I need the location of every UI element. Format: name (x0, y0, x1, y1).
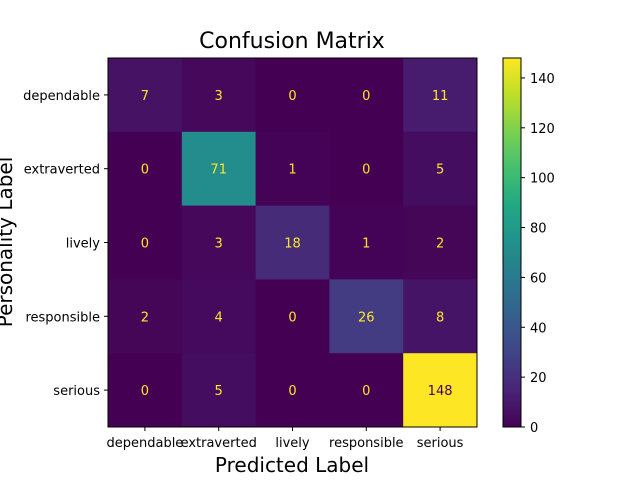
heatmap-cells (108, 58, 478, 428)
colorbar-tick-label: 0 (530, 421, 538, 436)
cell-value-label: 2 (436, 237, 444, 252)
y-tick-label: extraverted (24, 163, 100, 178)
colorbar (502, 57, 522, 428)
heatmap-cell (403, 279, 478, 354)
y-tick-label: serious (53, 384, 100, 399)
colorbar-tick-label: 80 (530, 222, 547, 237)
cell-value-label: 0 (362, 89, 370, 104)
heatmap-cell (255, 131, 330, 207)
heatmap-cell (329, 205, 404, 280)
x-axis-label: Predicted Label (215, 453, 369, 477)
heatmap-cell (403, 58, 478, 133)
cell-value-label: 0 (141, 384, 149, 399)
cell-value-label: 11 (432, 89, 449, 104)
heatmap-cell (403, 131, 478, 207)
heatmap-cell-labels: 7 3 0 0 110 71 1 0 50 3 18 1 22 4 0 26 80 5 0 0 148 (141, 89, 453, 399)
cell-value-label: 7 (141, 89, 149, 104)
x-tick-label: dependable (106, 436, 183, 451)
heatmap-cell (181, 279, 257, 354)
heatmap-cell (108, 58, 183, 133)
heatmap-cell (255, 205, 330, 280)
heatmap-cell (255, 58, 330, 133)
heatmap-cell (108, 353, 183, 428)
heatmap-cell (181, 353, 257, 428)
cell-value-label: 0 (141, 163, 149, 178)
cell-value-label: 0 (288, 310, 296, 325)
heatmap-cell (329, 131, 404, 207)
heatmap-cell (329, 353, 404, 428)
y-axis-label: Personality Label (0, 157, 17, 328)
heatmap-cell (403, 205, 478, 280)
colorbar-tick-label: 40 (530, 321, 547, 336)
cell-value-label: 148 (428, 384, 453, 399)
chart-title: Confusion Matrix (199, 29, 385, 54)
colorbar-tick-label: 120 (530, 122, 555, 137)
cell-value-label: 0 (288, 89, 296, 104)
heatmap-cell (181, 205, 257, 280)
cell-value-label: 18 (284, 237, 301, 252)
colorbar-tick-label: 20 (530, 371, 547, 386)
colorbar-tick-label: 100 (530, 172, 555, 187)
cell-value-label: 0 (362, 163, 370, 178)
colorbar-tick-label: 60 (530, 271, 547, 286)
cell-value-label: 3 (215, 237, 223, 252)
cell-value-label: 0 (288, 384, 296, 399)
x-tick-label: responsible (329, 436, 404, 451)
y-tick-label: dependable (23, 89, 100, 104)
colorbar-tick-label: 140 (530, 72, 555, 87)
heatmap-cell (181, 131, 257, 207)
colorbar-ticks: 0 20 40 60 80 100 120 140 (521, 72, 555, 436)
cell-value-label: 26 (358, 310, 375, 325)
x-tick-label: serious (417, 436, 464, 451)
heatmap-cell (329, 58, 404, 133)
x-tick-label: extraverted (181, 436, 257, 451)
heatmap-cell (329, 279, 404, 354)
cell-value-label: 1 (362, 237, 370, 252)
heatmap-cell (108, 279, 183, 354)
heatmap-cell (181, 58, 257, 133)
cell-value-label: 2 (141, 310, 149, 325)
cell-value-label: 5 (215, 384, 223, 399)
heatmap-cell (403, 353, 478, 428)
y-axis-ticks: dependable extraverted lively responsible se… (23, 89, 108, 399)
cell-value-label: 71 (210, 163, 227, 178)
y-tick-label: responsible (25, 310, 100, 325)
cell-value-label: 5 (436, 163, 444, 178)
cell-value-label: 3 (215, 89, 223, 104)
heatmap-cell (255, 279, 330, 354)
x-tick-label: lively (275, 436, 310, 451)
cell-value-label: 4 (215, 310, 223, 325)
cell-value-label: 0 (362, 384, 370, 399)
y-tick-label: lively (66, 237, 101, 252)
heatmap-cell (255, 353, 330, 428)
heatmap-cell (108, 131, 183, 207)
cell-value-label: 0 (141, 237, 149, 252)
heatmap-cell (108, 205, 183, 280)
cell-value-label: 8 (436, 310, 444, 325)
cell-value-label: 1 (288, 163, 296, 178)
